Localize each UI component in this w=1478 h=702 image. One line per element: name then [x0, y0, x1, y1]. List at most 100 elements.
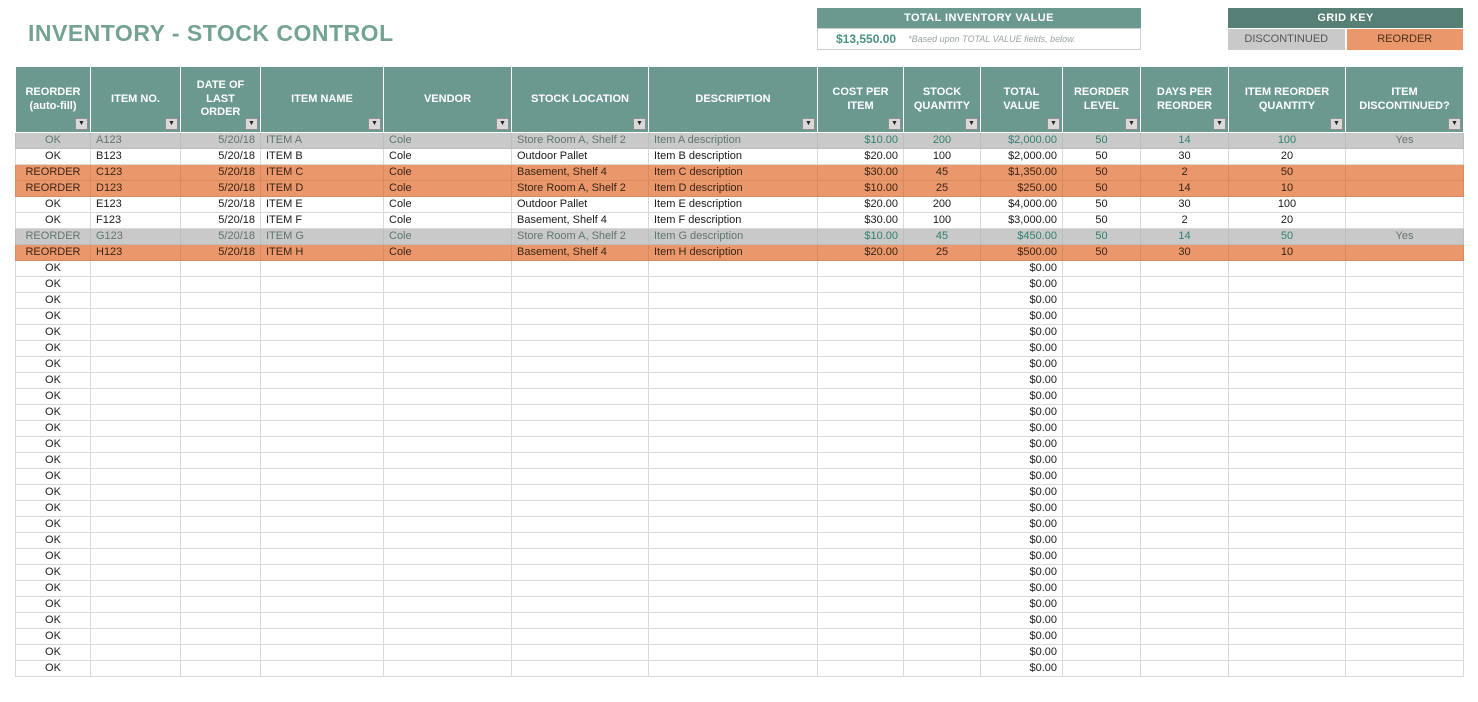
- cell-stock-location[interactable]: Basement, Shelf 4: [511, 164, 649, 181]
- cell-item-reorder-quantity[interactable]: [1228, 388, 1346, 405]
- cell-stock-quantity[interactable]: [903, 484, 981, 501]
- cell-total-value[interactable]: $0.00: [980, 612, 1063, 629]
- cell-item-name[interactable]: ITEM H: [260, 244, 384, 261]
- cell-days-per-reorder[interactable]: [1140, 260, 1229, 277]
- cell-date-of-last-order[interactable]: [180, 324, 261, 341]
- cell-cost-per-item[interactable]: [817, 548, 904, 565]
- cell-item-name[interactable]: [260, 340, 384, 357]
- cell-item-discontinued[interactable]: [1345, 164, 1464, 181]
- cell-description[interactable]: Item E description: [648, 196, 818, 213]
- cell-vendor[interactable]: [383, 404, 512, 421]
- cell-vendor[interactable]: [383, 388, 512, 405]
- cell-reorder[interactable]: OK: [15, 292, 91, 309]
- cell-item-reorder-quantity[interactable]: 20: [1228, 148, 1346, 165]
- cell-stock-location[interactable]: [511, 388, 649, 405]
- cell-reorder[interactable]: OK: [15, 196, 91, 213]
- cell-days-per-reorder[interactable]: [1140, 388, 1229, 405]
- cell-item-discontinued[interactable]: [1345, 660, 1464, 677]
- cell-description[interactable]: [648, 484, 818, 501]
- cell-stock-location[interactable]: [511, 372, 649, 389]
- cell-vendor[interactable]: [383, 580, 512, 597]
- cell-item-name[interactable]: [260, 404, 384, 421]
- cell-cost-per-item[interactable]: [817, 468, 904, 485]
- cell-item-no[interactable]: [90, 260, 181, 277]
- cell-reorder[interactable]: OK: [15, 452, 91, 469]
- cell-description[interactable]: Item H description: [648, 244, 818, 261]
- cell-stock-location[interactable]: [511, 308, 649, 325]
- cell-reorder-level[interactable]: [1062, 596, 1141, 613]
- cell-stock-location[interactable]: Store Room A, Shelf 2: [511, 180, 649, 197]
- cell-reorder-level[interactable]: [1062, 340, 1141, 357]
- cell-reorder-level[interactable]: [1062, 292, 1141, 309]
- cell-item-reorder-quantity[interactable]: [1228, 580, 1346, 597]
- cell-item-no[interactable]: [90, 436, 181, 453]
- cell-stock-quantity[interactable]: [903, 580, 981, 597]
- cell-item-reorder-quantity[interactable]: [1228, 564, 1346, 581]
- cell-item-discontinued[interactable]: [1345, 564, 1464, 581]
- cell-item-reorder-quantity[interactable]: [1228, 548, 1346, 565]
- cell-stock-location[interactable]: [511, 436, 649, 453]
- cell-stock-quantity[interactable]: 25: [903, 180, 981, 197]
- cell-days-per-reorder[interactable]: 2: [1140, 164, 1229, 181]
- cell-description[interactable]: [648, 628, 818, 645]
- cell-description[interactable]: [648, 612, 818, 629]
- cell-stock-location[interactable]: [511, 660, 649, 677]
- cell-item-no[interactable]: [90, 612, 181, 629]
- cell-cost-per-item[interactable]: [817, 420, 904, 437]
- cell-vendor[interactable]: Cole: [383, 212, 512, 229]
- cell-item-reorder-quantity[interactable]: [1228, 516, 1346, 533]
- cell-date-of-last-order[interactable]: [180, 596, 261, 613]
- cell-cost-per-item[interactable]: [817, 292, 904, 309]
- cell-stock-quantity[interactable]: 25: [903, 244, 981, 261]
- cell-item-discontinued[interactable]: [1345, 356, 1464, 373]
- cell-reorder[interactable]: OK: [15, 420, 91, 437]
- cell-stock-quantity[interactable]: [903, 340, 981, 357]
- cell-date-of-last-order[interactable]: 5/20/18: [180, 132, 261, 149]
- cell-cost-per-item[interactable]: [817, 388, 904, 405]
- cell-days-per-reorder[interactable]: [1140, 436, 1229, 453]
- cell-cost-per-item[interactable]: [817, 484, 904, 501]
- cell-cost-per-item[interactable]: [817, 260, 904, 277]
- cell-item-no[interactable]: [90, 372, 181, 389]
- cell-item-discontinued[interactable]: [1345, 292, 1464, 309]
- cell-days-per-reorder[interactable]: [1140, 356, 1229, 373]
- filter-dropdown-icon[interactable]: ▼: [888, 118, 901, 130]
- cell-reorder-level[interactable]: [1062, 420, 1141, 437]
- cell-date-of-last-order[interactable]: [180, 628, 261, 645]
- cell-total-value[interactable]: $2,000.00: [980, 148, 1063, 165]
- cell-item-name[interactable]: [260, 580, 384, 597]
- filter-dropdown-icon[interactable]: ▼: [496, 118, 509, 130]
- cell-cost-per-item[interactable]: [817, 532, 904, 549]
- cell-reorder[interactable]: REORDER: [15, 180, 91, 197]
- cell-cost-per-item[interactable]: [817, 516, 904, 533]
- cell-reorder[interactable]: OK: [15, 628, 91, 645]
- cell-stock-quantity[interactable]: [903, 452, 981, 469]
- cell-vendor[interactable]: [383, 420, 512, 437]
- cell-reorder[interactable]: OK: [15, 596, 91, 613]
- cell-reorder[interactable]: OK: [15, 532, 91, 549]
- cell-stock-quantity[interactable]: [903, 404, 981, 421]
- cell-item-no[interactable]: [90, 324, 181, 341]
- cell-cost-per-item[interactable]: $20.00: [817, 196, 904, 213]
- cell-reorder[interactable]: REORDER: [15, 244, 91, 261]
- cell-total-value[interactable]: $0.00: [980, 436, 1063, 453]
- cell-cost-per-item[interactable]: $20.00: [817, 244, 904, 261]
- cell-stock-location[interactable]: [511, 564, 649, 581]
- cell-total-value[interactable]: $0.00: [980, 644, 1063, 661]
- cell-item-no[interactable]: A123: [90, 132, 181, 149]
- cell-item-discontinued[interactable]: [1345, 260, 1464, 277]
- cell-total-value[interactable]: $0.00: [980, 276, 1063, 293]
- cell-total-value[interactable]: $1,350.00: [980, 164, 1063, 181]
- filter-dropdown-icon[interactable]: ▼: [1213, 118, 1226, 130]
- cell-date-of-last-order[interactable]: [180, 484, 261, 501]
- cell-description[interactable]: [648, 452, 818, 469]
- cell-stock-quantity[interactable]: 200: [903, 196, 981, 213]
- cell-item-name[interactable]: [260, 308, 384, 325]
- cell-cost-per-item[interactable]: [817, 644, 904, 661]
- cell-days-per-reorder[interactable]: [1140, 276, 1229, 293]
- cell-item-no[interactable]: [90, 356, 181, 373]
- cell-description[interactable]: [648, 596, 818, 613]
- cell-days-per-reorder[interactable]: [1140, 596, 1229, 613]
- cell-description[interactable]: Item C description: [648, 164, 818, 181]
- cell-item-no[interactable]: [90, 484, 181, 501]
